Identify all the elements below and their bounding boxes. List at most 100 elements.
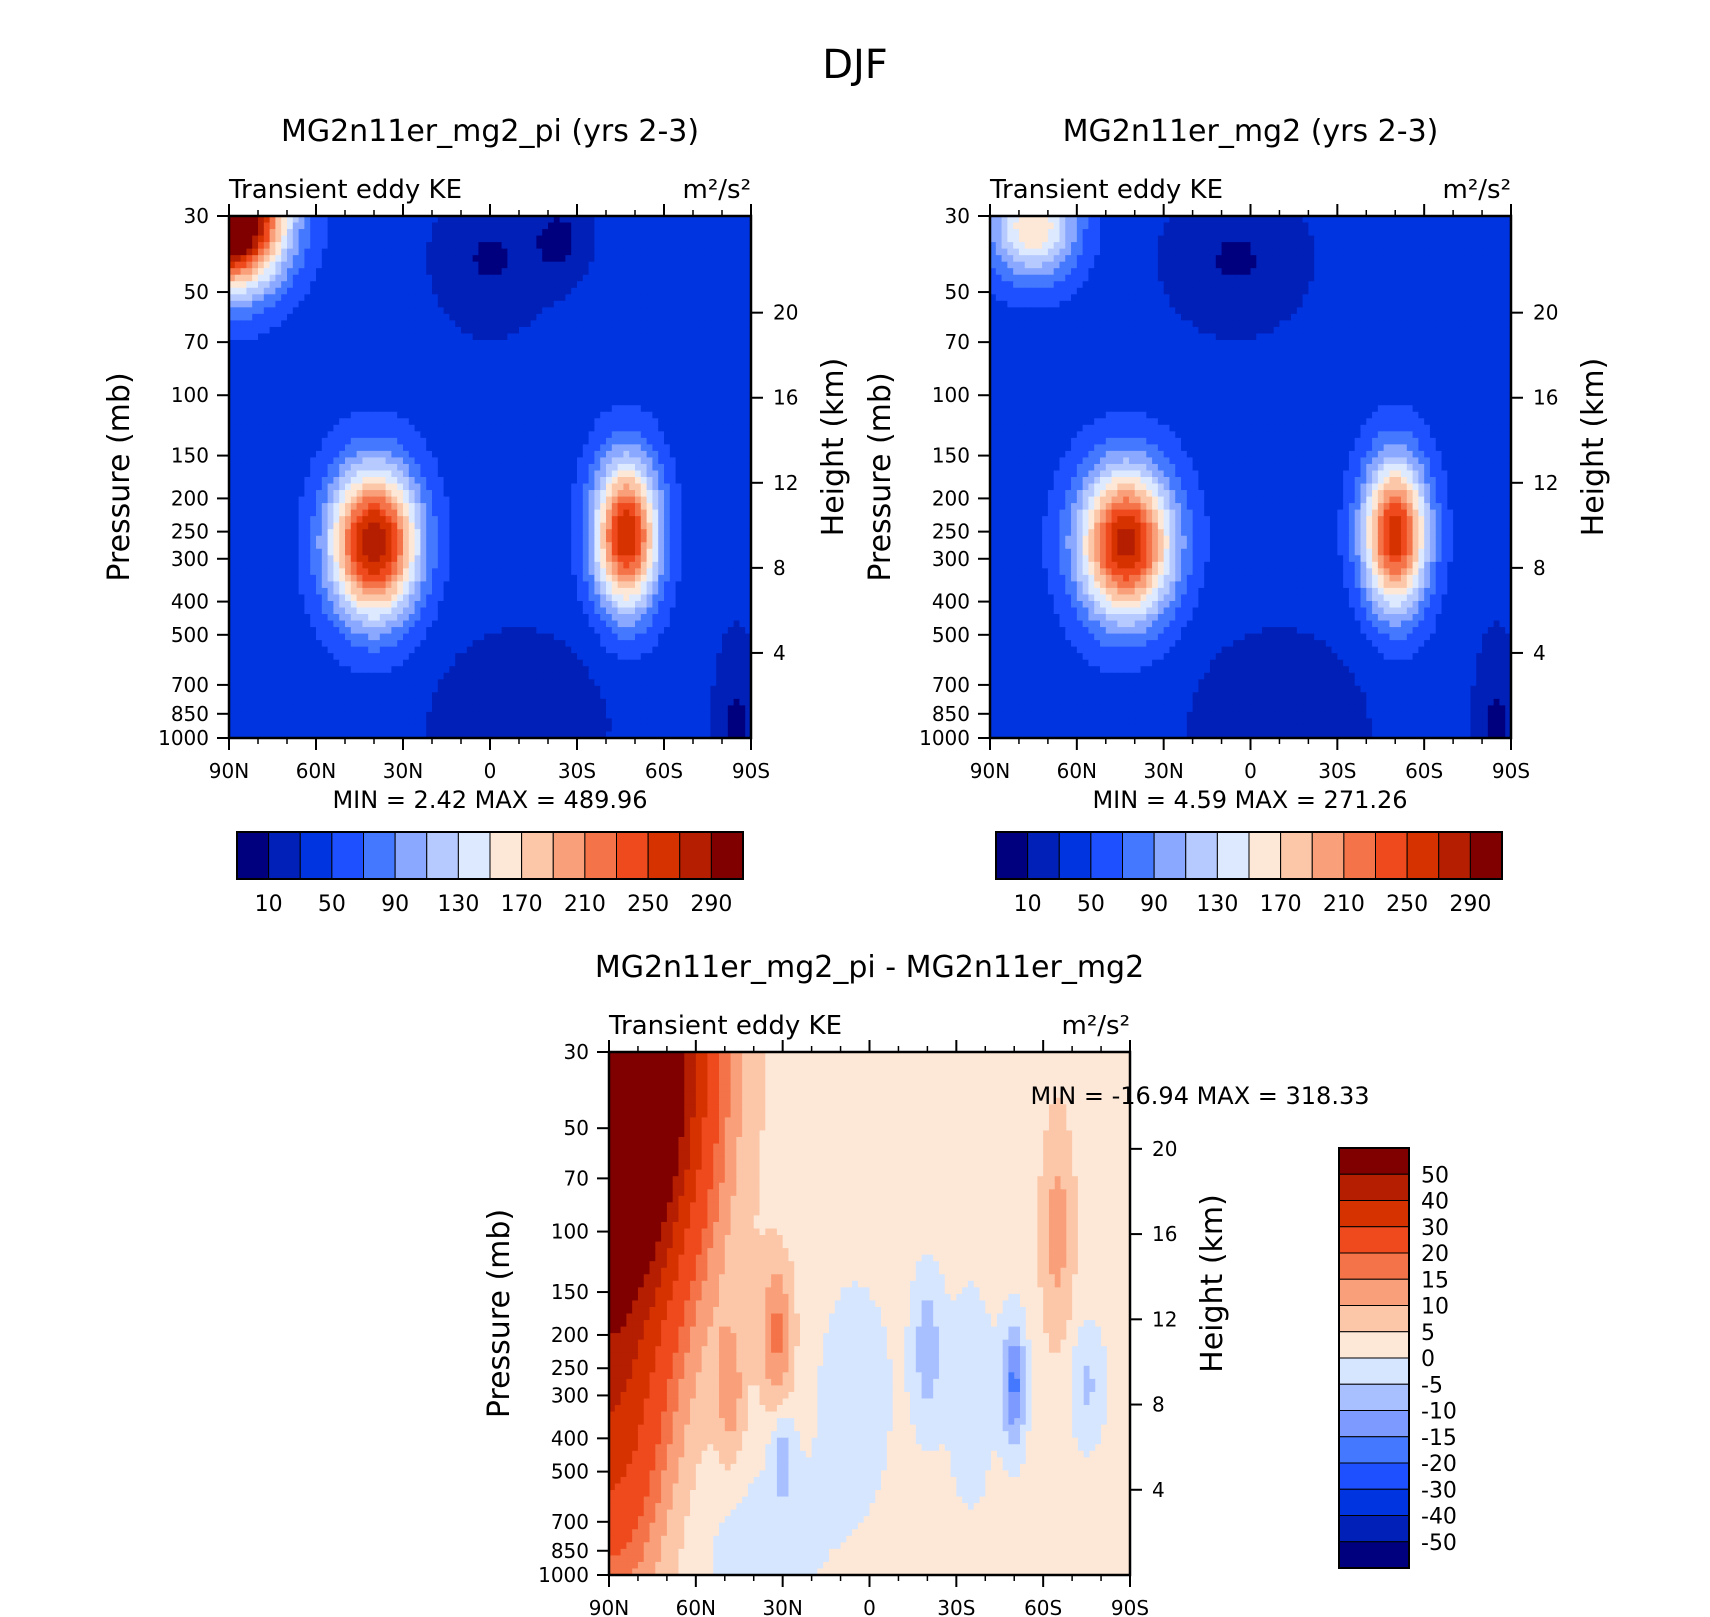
contour-cell [734, 457, 740, 464]
contour-cell [461, 327, 467, 334]
contour-cell [589, 399, 595, 406]
contour-cell [635, 412, 641, 419]
contour-cell [409, 249, 415, 256]
contour-cell [409, 366, 415, 373]
contour-cell [513, 431, 519, 438]
contour-cell [420, 353, 426, 360]
contour-cell [716, 542, 722, 549]
contour-cell [438, 392, 444, 399]
contour-cell [293, 405, 299, 412]
contour-cell [681, 353, 687, 360]
contour-cell [635, 340, 641, 347]
contour-cell [426, 236, 432, 243]
contour-cell [705, 379, 711, 386]
contour-cell [676, 503, 682, 510]
contour-cell [496, 301, 502, 308]
contour-cell [258, 405, 264, 412]
contour-cell [275, 392, 281, 399]
contour-cell [513, 353, 519, 360]
contour-cell [565, 340, 571, 347]
contour-cell [716, 314, 722, 321]
contour-cell [548, 229, 554, 236]
contour-cell [589, 353, 595, 360]
contour-cell [699, 262, 705, 269]
contour-cell [264, 575, 270, 582]
contour-cell [623, 451, 629, 458]
contour-cell [664, 301, 670, 308]
contour-cell [699, 386, 705, 393]
contour-cell [658, 301, 664, 308]
contour-cell [577, 268, 583, 275]
contour-cell [357, 366, 363, 373]
contour-cell [676, 523, 682, 530]
contour-cell [502, 360, 508, 367]
contour-cell [386, 242, 392, 249]
contour-cell [409, 425, 415, 432]
contour-cell [641, 281, 647, 288]
contour-cell [455, 555, 461, 562]
contour-cell [565, 444, 571, 451]
contour-cell [594, 503, 600, 510]
contour-cell [507, 542, 513, 549]
contour-cell [734, 281, 740, 288]
contour-cell [589, 340, 595, 347]
contour-cell [548, 353, 554, 360]
contour-cell [554, 510, 560, 517]
contour-cell [293, 477, 299, 484]
contour-cell [235, 275, 241, 282]
contour-cell [606, 249, 612, 256]
contour-cell [368, 399, 374, 406]
contour-cell [490, 542, 496, 549]
contour-cell [432, 405, 438, 412]
contour-cell [670, 503, 676, 510]
contour-cell [664, 392, 670, 399]
contour-cell [322, 288, 328, 295]
contour-cell [699, 431, 705, 438]
contour-cell [339, 255, 345, 262]
contour-cell [299, 490, 305, 497]
contour-cell [235, 347, 241, 354]
contour-cell [664, 464, 670, 471]
contour-cell [368, 301, 374, 308]
contour-cell [455, 242, 461, 249]
contour-cell [496, 333, 502, 340]
contour-cell [275, 451, 281, 458]
contour-cell [496, 392, 502, 399]
contour-cell [739, 281, 745, 288]
contour-cell [403, 549, 409, 556]
contour-cell [629, 412, 635, 419]
contour-cell [444, 536, 450, 543]
contour-cell [432, 568, 438, 575]
contour-cell [699, 536, 705, 543]
contour-cell [658, 497, 664, 504]
contour-cell [246, 275, 252, 282]
contour-cell [368, 242, 374, 249]
contour-cell [589, 568, 595, 575]
contour-cell [734, 536, 740, 543]
contour-cell [641, 418, 647, 425]
contour-cell [310, 392, 316, 399]
contour-cell [252, 575, 258, 582]
contour-cell [368, 307, 374, 314]
contour-cell [333, 451, 339, 458]
contour-cell [548, 307, 554, 314]
contour-cell [739, 360, 745, 367]
contour-cell [548, 542, 554, 549]
contour-cell [351, 340, 357, 347]
contour-cell [461, 457, 467, 464]
contour-cell [357, 536, 363, 543]
contour-cell [560, 236, 566, 243]
contour-cell [728, 418, 734, 425]
contour-cell [455, 373, 461, 380]
contour-cell [664, 307, 670, 314]
contour-cell [734, 503, 740, 510]
contour-cell [519, 275, 525, 282]
contour-cell [652, 288, 658, 295]
contour-cell [496, 307, 502, 314]
contour-cell [287, 444, 293, 451]
contour-cell [264, 405, 270, 412]
contour-cell [316, 386, 322, 393]
contour-cell [525, 255, 531, 262]
contour-cell [490, 399, 496, 406]
contour-cell [693, 249, 699, 256]
